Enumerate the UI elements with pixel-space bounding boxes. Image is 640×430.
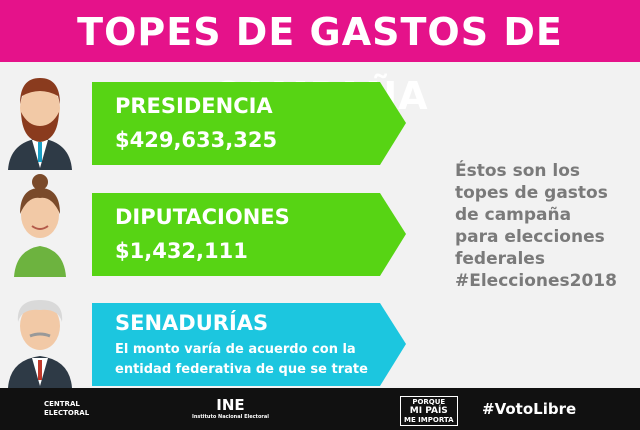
side-line: #Elecciones2018 bbox=[455, 271, 617, 291]
side-line: para elecciones bbox=[455, 227, 605, 247]
side-text: Éstos son los topes de gastos de campaña pa… bbox=[455, 160, 617, 292]
logo-text: ME IMPORTA bbox=[404, 416, 454, 424]
logo-text: Instituto Nacional Electoral bbox=[192, 414, 269, 420]
item-note: El monto varía de acuerdo con la entidad… bbox=[115, 342, 368, 377]
item-label: PRESIDENCIA bbox=[115, 94, 273, 118]
item-amount: $429,633,325 bbox=[115, 128, 278, 152]
logo-text: INE bbox=[216, 396, 245, 414]
logo-text: ELECTORAL bbox=[44, 409, 90, 417]
side-line: Éstos son los bbox=[455, 161, 581, 181]
avatar bbox=[8, 78, 72, 170]
banner bbox=[0, 0, 640, 62]
hashtag: #VotoLibre bbox=[482, 400, 577, 418]
porque-logo: PORQUE MI PAÍS ME IMPORTA bbox=[400, 396, 458, 426]
item-label: SENADURÍAS bbox=[115, 311, 269, 335]
arrow bbox=[92, 193, 406, 276]
ine-logo: INE Instituto Nacional Electoral bbox=[192, 396, 269, 420]
item-amount: $1,432,111 bbox=[115, 239, 248, 263]
logo-text: CENTRAL bbox=[44, 400, 80, 408]
logo-text: PORQUE bbox=[412, 398, 446, 406]
central-logo: CENTRAL ELECTORAL bbox=[44, 400, 89, 418]
side-line: de campaña bbox=[455, 205, 572, 225]
logo-text: MI PAÍS bbox=[409, 406, 448, 416]
footer: CENTRAL ELECTORAL INE Instituto Nacional… bbox=[0, 388, 640, 430]
arrow bbox=[92, 82, 406, 165]
arrow bbox=[92, 303, 406, 386]
avatar bbox=[14, 174, 66, 277]
avatar bbox=[8, 300, 72, 388]
side-line: federales bbox=[455, 249, 545, 269]
title: TOPES DE GASTOS DE CAMPAÑA bbox=[77, 10, 563, 118]
item-label: DIPUTACIONES bbox=[115, 205, 290, 229]
side-line: topes de gastos bbox=[455, 183, 608, 203]
